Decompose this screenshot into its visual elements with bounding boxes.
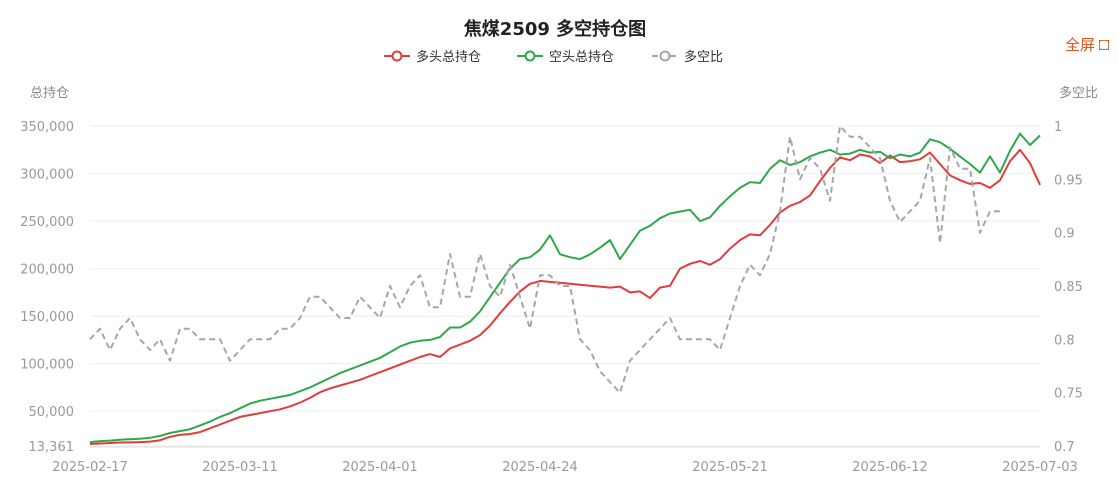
y-right-tick-label: 0.75 — [1054, 387, 1083, 402]
legend-swatch-marker — [391, 50, 403, 62]
series-line-0 — [89, 148, 1041, 445]
y-left-tick-label: 50,000 — [29, 405, 75, 420]
y-right-tick-label: 1 — [1054, 120, 1062, 135]
grid-lines — [90, 125, 1040, 447]
y-left-tick-label: 250,000 — [20, 215, 74, 230]
chart-title: 焦煤2509 多空持仓图 — [463, 18, 646, 40]
x-tick-label: 2025-04-01 — [342, 460, 418, 475]
y-right-tick-label: 0.7 — [1054, 440, 1075, 455]
y-left-tick-label: 200,000 — [20, 263, 74, 278]
legend-swatch-marker — [524, 50, 536, 62]
y-left-tick-label: 100,000 — [20, 358, 74, 373]
y-left-tick-label: 300,000 — [20, 168, 74, 183]
y-right-tick-label: 0.85 — [1054, 280, 1083, 295]
y-left-tick-label: 13,361 — [29, 440, 75, 455]
y-left-ticks: 13,361 50,000 100,000 150,000 200,000 250,000… — [20, 120, 74, 455]
legend: 多头总持仓 空头总持仓 多空比 — [384, 49, 723, 65]
y-right-ticks: 0.7 0.75 0.8 0.85 0.9 0.95 1 — [1054, 120, 1083, 455]
y-left-tick-label: 350,000 — [20, 120, 74, 135]
fullscreen-label: 全屏 — [1064, 36, 1095, 54]
x-tick-label: 2025-06-12 — [852, 460, 928, 475]
y-right-tick-label: 0.8 — [1054, 333, 1075, 348]
fullscreen-icon — [1099, 39, 1109, 50]
y-right-tick-label: 0.9 — [1054, 227, 1075, 242]
legend-label[interactable]: 空头总持仓 — [549, 50, 614, 65]
x-tick-label: 2025-07-03 — [1002, 460, 1078, 475]
legend-swatch-marker — [659, 50, 671, 62]
series-line-2 — [89, 125, 1000, 394]
y-right-axis-label: 多空比 — [1059, 85, 1098, 101]
legend-label[interactable]: 多头总持仓 — [416, 49, 481, 65]
x-tick-label: 2025-05-21 — [692, 460, 768, 475]
fullscreen-button[interactable]: 全屏 — [1065, 34, 1109, 55]
y-left-axis-label: 总持仓 — [30, 86, 69, 101]
x-tick-label: 2025-02-17 — [52, 460, 128, 475]
x-tick-label: 2025-04-24 — [502, 460, 578, 475]
series-line-1 — [89, 132, 1041, 444]
legend-label[interactable]: 多空比 — [684, 49, 723, 65]
x-ticks: 2025-02-17 2025-03-11 2025-04-01 2025-04-24… — [52, 446, 1078, 475]
y-right-tick-label: 0.95 — [1054, 173, 1083, 188]
x-tick-label: 2025-03-11 — [202, 460, 278, 475]
y-left-tick-label: 150,000 — [20, 310, 74, 325]
series-lines — [89, 125, 1041, 445]
